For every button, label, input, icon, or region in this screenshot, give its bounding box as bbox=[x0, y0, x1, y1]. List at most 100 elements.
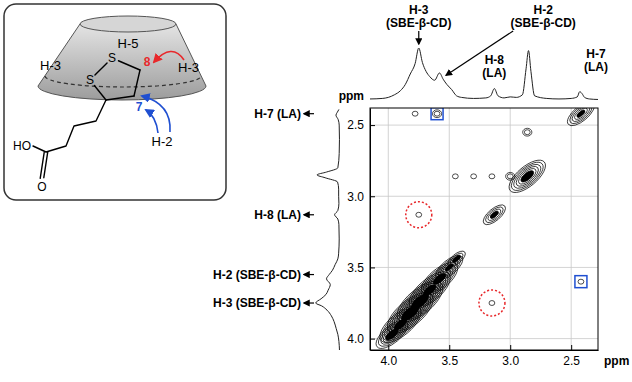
bond bbox=[106, 96, 134, 100]
contour bbox=[419, 260, 460, 298]
contour bbox=[480, 201, 509, 228]
contour bbox=[448, 251, 464, 266]
grid-line bbox=[449, 108, 450, 350]
peak-label-line: H-3 bbox=[409, 3, 429, 17]
inset-frame bbox=[4, 4, 226, 200]
tick-mark bbox=[370, 339, 375, 340]
contour bbox=[489, 301, 495, 306]
bond bbox=[134, 70, 140, 96]
x-axis-title: ppm bbox=[604, 354, 629, 368]
carbon-number: 7 bbox=[136, 100, 143, 114]
sulfur-label: S bbox=[108, 51, 116, 65]
peak-label: H-3 (SBE-β-CD) bbox=[213, 296, 301, 310]
tick-mark bbox=[449, 345, 450, 350]
bond bbox=[44, 152, 48, 178]
contour bbox=[504, 154, 551, 198]
figure: SS87HOOH-5H-3H-3H-24.03.53.02.52.53.03.5… bbox=[0, 0, 632, 382]
contour bbox=[570, 108, 592, 124]
highlight-square bbox=[431, 108, 443, 120]
tick-label: 3.0 bbox=[347, 190, 364, 204]
contour bbox=[507, 174, 513, 179]
grid-line bbox=[370, 125, 598, 126]
tick: 4.0 bbox=[347, 332, 375, 346]
noe-arrow bbox=[146, 110, 158, 133]
tick-label: 3.5 bbox=[441, 354, 458, 368]
proton-label: H-5 bbox=[118, 36, 139, 51]
contour bbox=[432, 110, 441, 118]
proton-label: H-3 bbox=[178, 60, 199, 75]
contour bbox=[510, 160, 545, 192]
contour bbox=[416, 212, 422, 217]
contour bbox=[483, 204, 505, 225]
peak-label-line: (LA) bbox=[482, 66, 506, 80]
grid-line bbox=[370, 267, 598, 268]
contour bbox=[516, 166, 538, 187]
tick-label: 2.5 bbox=[347, 118, 364, 132]
contour bbox=[434, 111, 440, 116]
contour bbox=[564, 108, 598, 130]
grid-line bbox=[510, 108, 511, 350]
tick-mark bbox=[388, 345, 389, 350]
contour bbox=[573, 108, 589, 121]
grid-line bbox=[571, 108, 572, 350]
y-axis: 2.5 3.0 3.5 4.0 bbox=[347, 109, 375, 351]
tick: 2.5 bbox=[347, 118, 375, 132]
contour bbox=[486, 207, 502, 222]
tick: 2.5 bbox=[563, 345, 580, 368]
grid-line bbox=[370, 338, 598, 339]
peak-label-line: H-2 bbox=[533, 3, 553, 17]
contour bbox=[471, 174, 477, 179]
tick: 3.5 bbox=[347, 261, 375, 275]
peak-label-line: (SBE-β-CD) bbox=[386, 16, 451, 30]
contour bbox=[452, 174, 458, 179]
tick-label: 3.0 bbox=[502, 354, 519, 368]
peak-label: H-8(LA) bbox=[482, 53, 506, 80]
contour bbox=[522, 171, 532, 181]
cone-dashed-rim bbox=[45, 76, 201, 87]
contour bbox=[435, 254, 464, 281]
highlight-square bbox=[575, 276, 587, 288]
inset: SS87HOOH-5H-3H-3H-2 bbox=[4, 4, 226, 200]
label-arrow bbox=[304, 214, 314, 215]
cone-body bbox=[38, 24, 206, 100]
tick-mark bbox=[510, 345, 511, 350]
proton-label: H-2 bbox=[152, 134, 173, 149]
peak-label: H-2(SBE-β-CD) bbox=[510, 3, 575, 30]
contour bbox=[524, 130, 530, 135]
proton-label: H-3 bbox=[40, 58, 61, 73]
contour bbox=[513, 163, 542, 190]
tick-label: 3.5 bbox=[347, 261, 364, 275]
contour bbox=[507, 157, 548, 195]
bond bbox=[95, 63, 107, 75]
bond bbox=[94, 85, 106, 100]
label-arrow bbox=[418, 31, 419, 44]
tick: 3.0 bbox=[347, 190, 375, 204]
bond bbox=[33, 146, 46, 152]
peak-label-line: H-7 bbox=[586, 47, 606, 61]
highlight-circle bbox=[479, 290, 505, 316]
peaks bbox=[372, 108, 598, 350]
highlight-circle bbox=[406, 202, 432, 228]
contour bbox=[567, 108, 596, 127]
contour bbox=[412, 111, 418, 116]
bond bbox=[118, 61, 140, 70]
atom-label: HO bbox=[13, 139, 31, 153]
plot-frame bbox=[370, 108, 598, 350]
peak-label: H-8 (LA) bbox=[254, 208, 301, 222]
contour bbox=[519, 169, 535, 184]
grid-line bbox=[370, 196, 598, 197]
tick: 3.0 bbox=[502, 345, 519, 368]
label-arrow bbox=[304, 113, 314, 114]
contour bbox=[523, 128, 532, 136]
contour bbox=[451, 254, 461, 264]
noe-arrow bbox=[154, 51, 184, 62]
contour bbox=[576, 109, 586, 119]
axis-line bbox=[370, 109, 371, 351]
peak-label: H-3(SBE-β-CD) bbox=[386, 3, 451, 30]
carbon-number: 8 bbox=[144, 55, 151, 69]
grid-line bbox=[388, 108, 389, 350]
peak-label-line: (SBE-β-CD) bbox=[510, 16, 575, 30]
peak-label: H-7 (LA) bbox=[254, 107, 301, 121]
tick: 3.5 bbox=[441, 345, 458, 368]
left-projection bbox=[316, 109, 340, 350]
